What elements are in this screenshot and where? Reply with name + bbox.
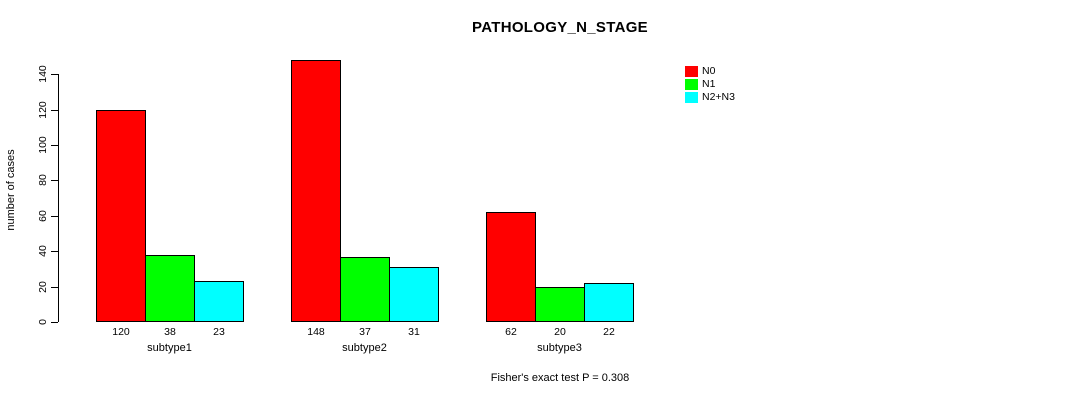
legend-swatch-n2n3 xyxy=(685,92,698,103)
x-axis-group-label-subtype3: subtype3 xyxy=(537,342,582,354)
y-axis-tick xyxy=(51,145,58,146)
y-axis-tick xyxy=(51,251,58,252)
y-axis-tick xyxy=(51,287,58,288)
x-axis-group-label-subtype2: subtype2 xyxy=(342,342,387,354)
bar-value-label: 20 xyxy=(554,326,566,338)
bar-n1-subtype1 xyxy=(145,255,195,322)
bar-n1-subtype2 xyxy=(340,257,390,322)
x-axis-group-label-subtype1: subtype1 xyxy=(147,342,192,354)
fisher-test-annotation: Fisher's exact test P = 0.308 xyxy=(490,372,630,384)
bar-value-label: 38 xyxy=(164,326,176,338)
y-axis-tick-label: 0 xyxy=(37,319,49,325)
legend-label: N2+N3 xyxy=(702,91,735,103)
bar-n2n3-subtype3 xyxy=(584,283,634,322)
bar-value-label: 22 xyxy=(603,326,615,338)
y-axis-tick-label: 60 xyxy=(37,210,49,222)
y-axis-line xyxy=(58,74,59,322)
bar-value-label: 37 xyxy=(359,326,371,338)
y-axis-tick-label: 40 xyxy=(37,245,49,257)
y-axis-tick xyxy=(51,322,58,323)
legend-item: N0 xyxy=(685,65,735,78)
y-axis-tick-label: 20 xyxy=(37,281,49,293)
bar-n2n3-subtype2 xyxy=(389,267,439,322)
bar-n0-subtype1 xyxy=(96,110,146,322)
legend: N0 N1 N2+N3 xyxy=(685,65,735,104)
y-axis-tick-label: 120 xyxy=(37,101,49,119)
y-axis-tick xyxy=(51,216,58,217)
bar-value-label: 23 xyxy=(213,326,225,338)
bar-value-label: 148 xyxy=(307,326,325,338)
legend-label: N0 xyxy=(702,65,716,77)
bar-n1-subtype3 xyxy=(535,287,585,322)
y-axis-tick-label: 100 xyxy=(37,136,49,154)
legend-swatch-n0 xyxy=(685,66,698,77)
bar-value-label: 62 xyxy=(505,326,517,338)
bar-value-label: 120 xyxy=(112,326,130,338)
legend-item: N2+N3 xyxy=(685,91,735,104)
bar-n0-subtype3 xyxy=(486,212,536,322)
bar-value-label: 31 xyxy=(408,326,420,338)
y-axis-tick xyxy=(51,180,58,181)
bar-n2n3-subtype1 xyxy=(194,281,244,322)
legend-label: N1 xyxy=(702,78,716,90)
y-axis-label: number of cases xyxy=(5,149,17,231)
y-axis-tick-label: 80 xyxy=(37,174,49,186)
chart-title: PATHOLOGY_N_STAGE xyxy=(472,19,648,36)
bar-n0-subtype2 xyxy=(291,60,341,322)
y-axis-tick-label: 140 xyxy=(37,65,49,83)
legend-item: N1 xyxy=(685,78,735,91)
y-axis-tick xyxy=(51,110,58,111)
y-axis-tick xyxy=(51,74,58,75)
legend-swatch-n1 xyxy=(685,79,698,90)
